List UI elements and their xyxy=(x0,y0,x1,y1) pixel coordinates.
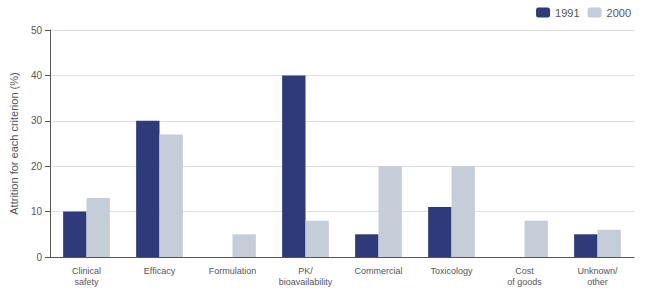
svg-text:Cost: Cost xyxy=(515,266,534,276)
svg-text:safety: safety xyxy=(74,277,99,287)
svg-text:30: 30 xyxy=(31,115,43,126)
svg-text:Attrition for each criterion (: Attrition for each criterion (%) xyxy=(8,72,20,214)
svg-text:0: 0 xyxy=(36,252,42,263)
svg-text:2000: 2000 xyxy=(607,7,631,19)
svg-text:10: 10 xyxy=(31,206,43,217)
svg-text:Formulation: Formulation xyxy=(209,266,257,276)
svg-text:Toxicology: Toxicology xyxy=(430,266,473,276)
svg-text:Unknown/: Unknown/ xyxy=(577,266,618,276)
svg-text:20: 20 xyxy=(31,161,43,172)
svg-text:Commercial: Commercial xyxy=(354,266,402,276)
svg-text:PK/: PK/ xyxy=(298,266,313,276)
svg-text:bioavailability: bioavailability xyxy=(279,277,333,287)
svg-text:40: 40 xyxy=(31,70,43,81)
svg-text:other: other xyxy=(587,277,608,287)
svg-text:50: 50 xyxy=(31,25,43,36)
svg-text:Clinical: Clinical xyxy=(72,266,101,276)
svg-text:of goods: of goods xyxy=(507,277,542,287)
svg-text:Efficacy: Efficacy xyxy=(144,266,176,276)
svg-text:1991: 1991 xyxy=(555,7,579,19)
